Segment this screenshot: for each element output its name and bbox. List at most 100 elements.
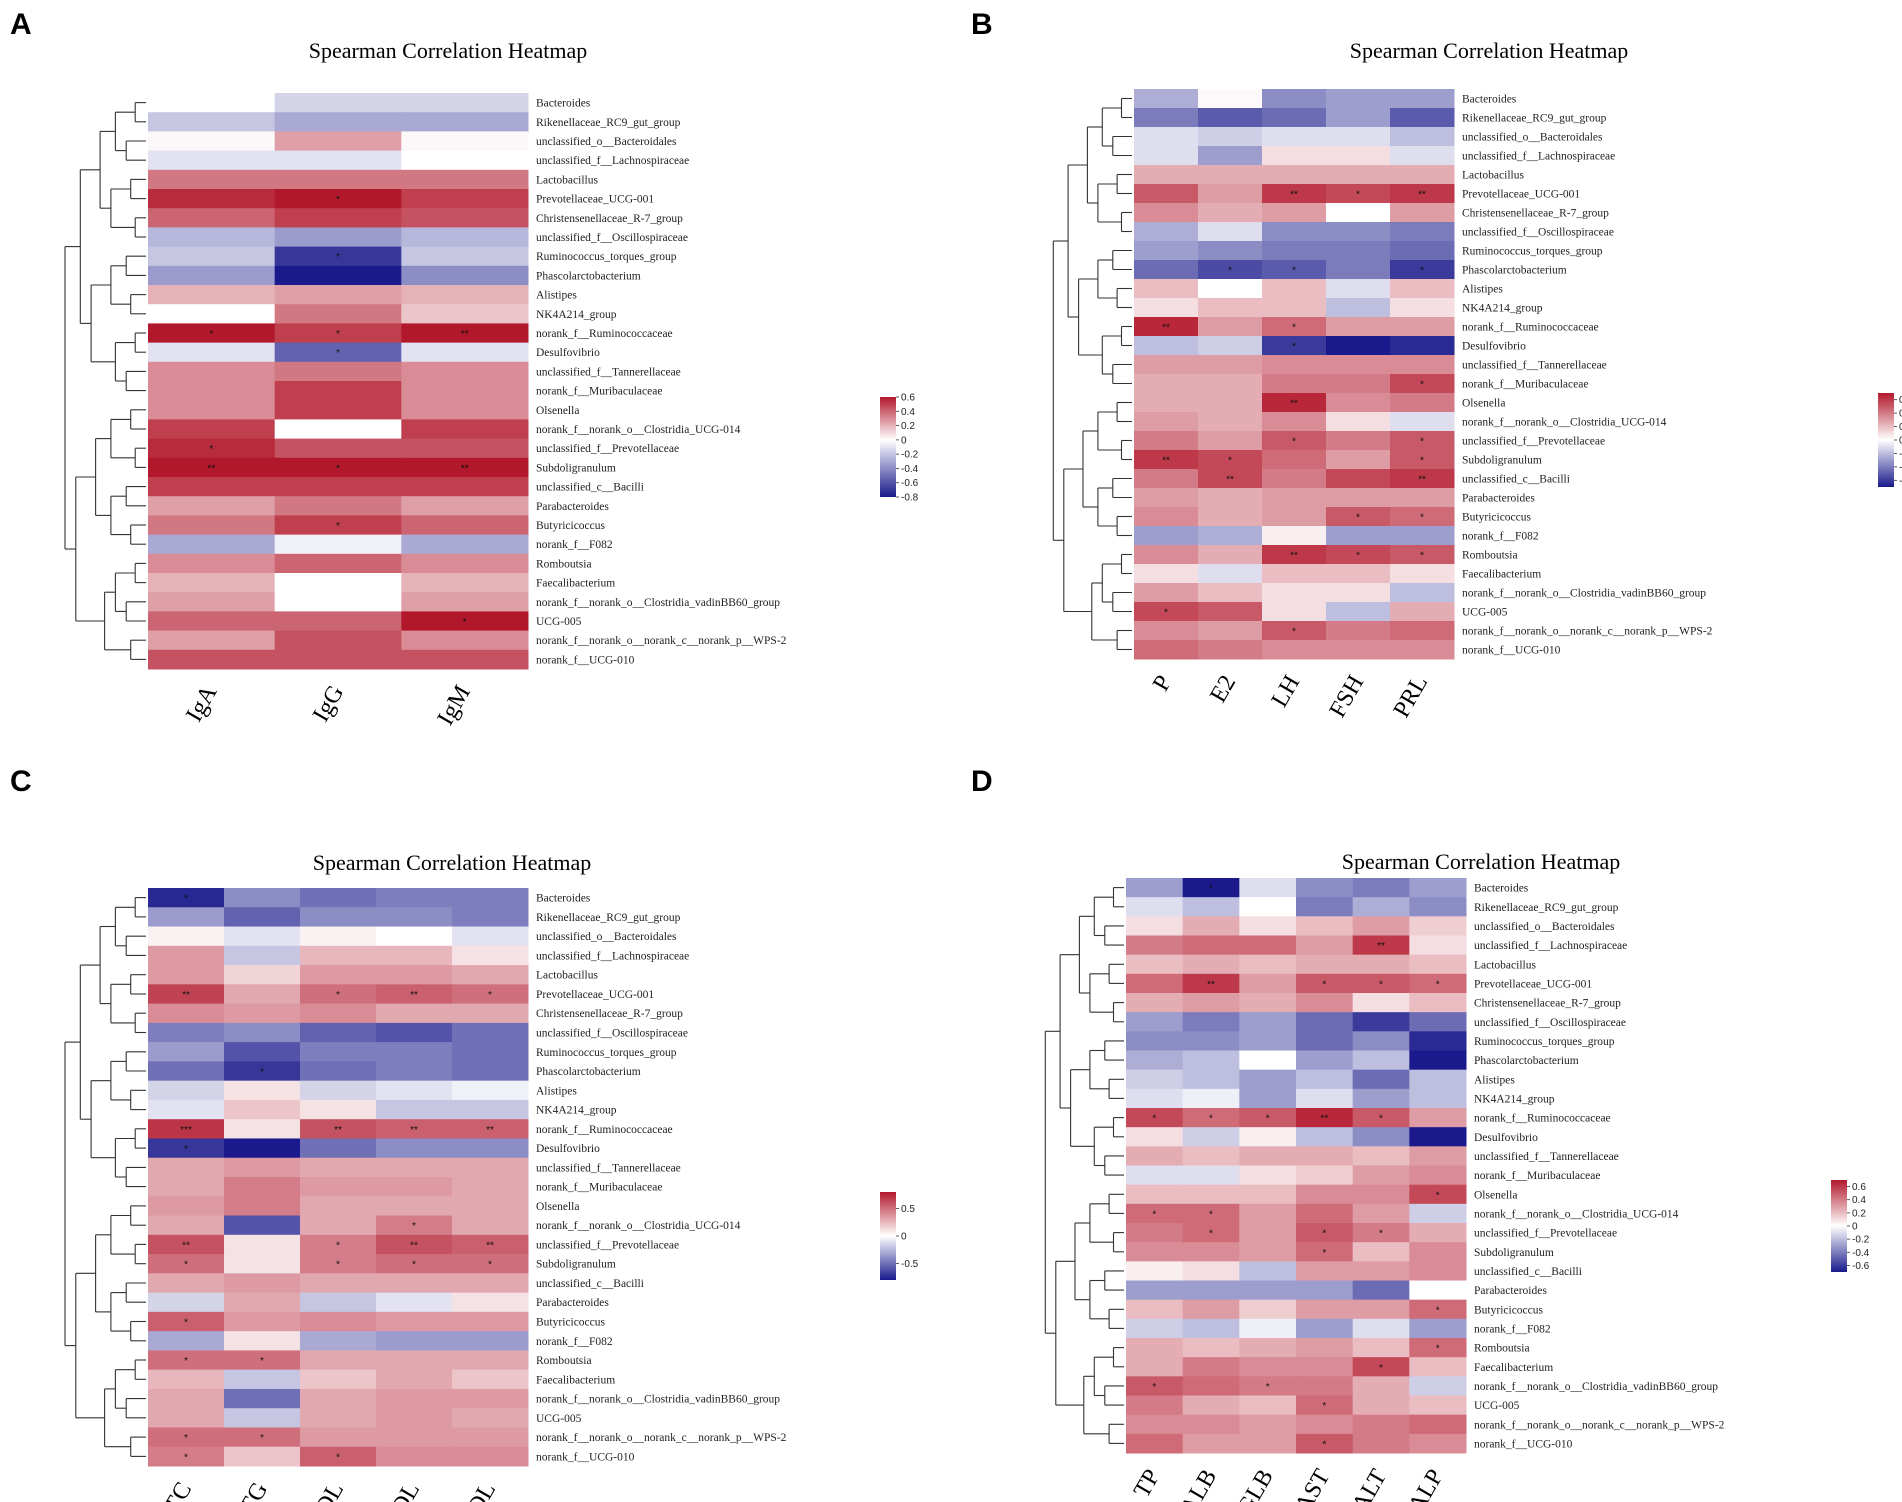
significance-mark: * <box>336 990 340 1001</box>
heatmap-cell <box>148 888 225 908</box>
heatmap-cell <box>1182 1069 1240 1090</box>
heatmap-cell <box>376 1157 453 1178</box>
heatmap-cell <box>1296 1395 1354 1416</box>
heatmap-cell <box>1126 973 1184 994</box>
row-label: Rikenellaceae_RC9_gut_group <box>1474 902 1619 914</box>
row-label: Subdoligranulum <box>536 462 616 474</box>
significance-mark: ** <box>1207 979 1215 990</box>
heatmap-cell <box>274 592 402 612</box>
heatmap-cell <box>1126 1069 1184 1090</box>
heatmap-cell <box>1134 298 1199 318</box>
heatmap-cell <box>376 1311 453 1332</box>
row-label: norank_f__norank_o__norank_c__norank_p__… <box>1474 1419 1725 1431</box>
heatmap-cell <box>1352 916 1410 936</box>
significance-mark: * <box>1356 190 1360 201</box>
heatmap-cell <box>224 1408 301 1428</box>
heatmap-cell <box>148 131 276 152</box>
significance-mark: ** <box>1418 190 1426 201</box>
heatmap-cell <box>148 112 276 132</box>
heatmap-cell <box>1134 374 1199 394</box>
heatmap-cell <box>1239 1108 1297 1128</box>
heatmap-cell <box>148 1215 225 1236</box>
heatmap-cell <box>1182 1050 1240 1071</box>
heatmap-cell <box>274 381 402 401</box>
heatmap-cell <box>1352 1261 1410 1281</box>
heatmap-cell <box>1326 279 1391 299</box>
heatmap-cell <box>148 1388 225 1409</box>
heatmap-cell <box>1409 916 1467 936</box>
heatmap-cell <box>401 515 529 536</box>
heatmap-cell <box>274 131 402 152</box>
heatmap-cell <box>401 649 529 670</box>
heatmap-cell <box>1326 602 1391 622</box>
heatmap-cell <box>376 1369 453 1390</box>
heatmap-cell <box>1296 1242 1354 1262</box>
heatmap-cell <box>300 945 377 966</box>
heatmap-cell <box>1262 279 1327 299</box>
significance-mark: ** <box>410 990 418 1001</box>
heatmap-cell <box>1296 954 1354 975</box>
significance-mark: ** <box>1162 323 1170 334</box>
heatmap-cell <box>148 304 276 324</box>
heatmap-cell <box>1409 1146 1467 1166</box>
row-label: Subdoligranulum <box>1462 455 1542 467</box>
heatmap-cell <box>1126 1050 1184 1071</box>
heatmap-cell <box>148 323 276 344</box>
heatmap-cell <box>1134 469 1199 489</box>
heatmap-cell <box>1409 1031 1467 1051</box>
legend-tick-label: 0.6 <box>1899 395 1902 406</box>
heatmap-cell <box>274 515 402 536</box>
heatmap-cell <box>1198 374 1263 394</box>
row-label: norank_f__Ruminococcaceae <box>1474 1113 1611 1125</box>
legend-tick-label: 0 <box>901 435 907 446</box>
row-label: Christensenellaceae_R-7_group <box>1462 208 1609 220</box>
row-label: Phascolarctobacterium <box>1474 1055 1579 1067</box>
heatmap-cell <box>1182 897 1240 917</box>
significance-mark: ** <box>486 1125 494 1136</box>
heatmap-cell <box>1409 1357 1467 1377</box>
heatmap-cell <box>274 438 402 459</box>
heatmap-cell <box>1182 1414 1240 1435</box>
heatmap-cell <box>300 1273 377 1294</box>
row-label: NK4A214_group <box>1462 303 1543 315</box>
heatmap-cell <box>1239 1127 1297 1147</box>
heatmap-cell <box>1296 935 1354 956</box>
heatmap-cell <box>148 400 276 420</box>
heatmap-cell <box>452 1369 529 1390</box>
heatmap-cell <box>1262 165 1327 185</box>
heatmap-cell <box>376 1427 453 1448</box>
heatmap-cell <box>1326 393 1391 413</box>
heatmap-cell <box>1182 1088 1240 1109</box>
heatmap-cell <box>148 965 225 985</box>
heatmap-cell <box>274 630 402 651</box>
heatmap-cell <box>1198 203 1263 223</box>
column-label: LDL <box>379 1478 425 1502</box>
heatmap-cell <box>1262 412 1327 432</box>
row-label: unclassified_f__Oscillospiraceae <box>1462 227 1614 239</box>
row-label: Desulfovibrio <box>1462 341 1526 353</box>
heatmap-cell <box>1239 1088 1297 1109</box>
significance-mark: * <box>1292 627 1296 638</box>
heatmap-cell <box>148 227 276 248</box>
heatmap-cell <box>1239 935 1297 956</box>
heatmap-cell <box>1182 1261 1240 1281</box>
heatmap-cell <box>1182 878 1240 898</box>
heatmap-cell <box>401 400 529 420</box>
row-label: Desulfovibrio <box>536 347 600 359</box>
heatmap-cell <box>452 926 529 947</box>
heatmap-cell <box>1326 222 1391 242</box>
heatmap-cell <box>1296 1050 1354 1071</box>
heatmap-cell <box>1352 1184 1410 1205</box>
row-label: UCG-005 <box>536 1413 582 1425</box>
row-label: Rikenellaceae_RC9_gut_group <box>536 117 681 129</box>
significance-mark: * <box>1356 551 1360 562</box>
heatmap-cell <box>1296 1088 1354 1109</box>
row-label: unclassified_f__Tannerellaceae <box>536 366 681 378</box>
row-label: Romboutsia <box>1474 1343 1530 1355</box>
heatmap-cell <box>1134 146 1199 166</box>
legend-tick-label: -0.8 <box>901 493 919 504</box>
heatmap-cell <box>1296 1031 1354 1051</box>
column-label: ALT <box>1347 1465 1392 1502</box>
heatmap-cell <box>274 534 402 555</box>
significance-mark: * <box>1209 1229 1213 1240</box>
